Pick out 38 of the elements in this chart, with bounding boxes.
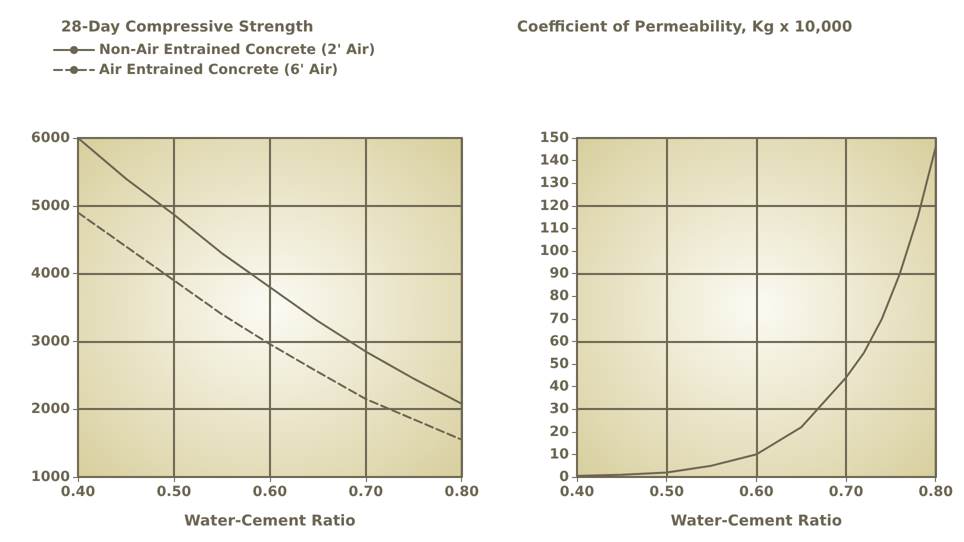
y-tick-label: 6000: [31, 130, 70, 146]
x-axis-title: Water-Cement Ratio: [670, 512, 842, 530]
x-tick-label: 0.60: [739, 484, 774, 500]
y-tick-label: 60: [550, 333, 570, 350]
y-tick-label: 40: [550, 378, 570, 395]
y-tick-label: 2000: [31, 401, 70, 418]
chart-title: Coefficient of Permeability, Kg x 10,000: [517, 18, 852, 36]
x-axis-title: Water-Cement Ratio: [184, 512, 356, 530]
y-tick-label: 20: [550, 424, 570, 440]
y-tick-label: 0: [559, 469, 570, 485]
y-tick-label: 120: [540, 198, 570, 214]
x-tick-label: 0.70: [828, 484, 864, 500]
y-tick-label: 130: [540, 175, 570, 192]
y-tick-label: 80: [550, 288, 570, 304]
y-tick-label: 1000: [31, 469, 70, 485]
y-tick-label: 90: [550, 266, 570, 282]
x-tick-label: 0.70: [348, 484, 384, 500]
y-tick-label: 110: [540, 220, 570, 236]
y-tick-label: 50: [550, 356, 570, 372]
y-tick-label: 3000: [31, 333, 70, 350]
x-tick-label: 0.40: [60, 484, 96, 500]
y-tick-label: 4000: [31, 266, 70, 282]
x-tick-label: 0.60: [252, 484, 288, 500]
y-tick-label: 140: [540, 152, 570, 169]
y-tick-label: 10: [550, 446, 570, 462]
x-tick-label: 0.80: [918, 484, 954, 500]
y-tick-label: 150: [540, 130, 570, 146]
x-tick-label: 0.50: [156, 484, 192, 500]
y-tick-label: 70: [550, 310, 570, 327]
x-tick-label: 0.40: [560, 484, 595, 500]
legend-label: Air Entrained Concrete (6' Air): [99, 62, 338, 78]
x-tick-label: 0.50: [649, 484, 684, 500]
y-tick-label: 5000: [31, 198, 70, 214]
y-tick-label: 100: [540, 243, 570, 259]
chart-title: 28-Day Compressive Strength: [61, 18, 314, 36]
y-tick-label: 30: [550, 401, 570, 418]
x-tick-label: 0.80: [444, 484, 480, 500]
legend-label: Non-Air Entrained Concrete (2' Air): [99, 42, 376, 58]
